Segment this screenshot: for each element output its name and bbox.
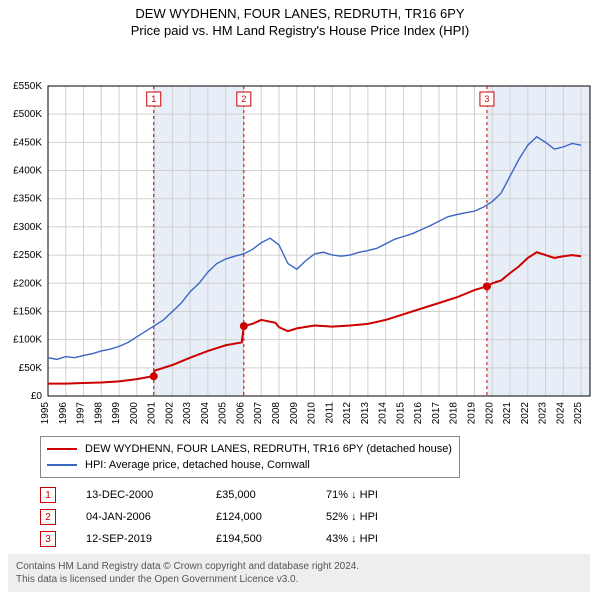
sale-date: 13-DEC-2000 <box>86 489 186 501</box>
svg-text:2010: 2010 <box>307 402 318 425</box>
svg-text:2002: 2002 <box>164 402 175 425</box>
legend-swatch <box>47 448 77 450</box>
sale-row: 2 04-JAN-2006 £124,000 52% ↓ HPI <box>40 506 590 528</box>
svg-text:2015: 2015 <box>395 402 406 425</box>
sale-price: £194,500 <box>216 533 296 545</box>
svg-text:1: 1 <box>151 94 156 104</box>
legend-label: HPI: Average price, detached house, Corn… <box>85 459 310 471</box>
svg-text:£200K: £200K <box>13 278 42 289</box>
legend: DEW WYDHENN, FOUR LANES, REDRUTH, TR16 6… <box>40 436 460 478</box>
svg-text:2016: 2016 <box>413 402 424 425</box>
svg-text:2001: 2001 <box>147 402 158 425</box>
svg-text:3: 3 <box>484 94 489 104</box>
svg-text:£350K: £350K <box>13 194 42 205</box>
svg-text:2020: 2020 <box>484 402 495 425</box>
svg-text:2009: 2009 <box>289 402 300 425</box>
svg-text:£550K: £550K <box>13 81 42 92</box>
legend-label: DEW WYDHENN, FOUR LANES, REDRUTH, TR16 6… <box>85 443 452 455</box>
sale-row: 3 12-SEP-2019 £194,500 43% ↓ HPI <box>40 528 590 550</box>
sale-marker: 3 <box>40 531 56 547</box>
footer-attribution: Contains HM Land Registry data © Crown c… <box>8 554 590 592</box>
footer-line-2: This data is licensed under the Open Gov… <box>16 573 582 586</box>
svg-text:£250K: £250K <box>13 250 42 261</box>
svg-text:£50K: £50K <box>19 363 43 374</box>
svg-text:2007: 2007 <box>253 402 264 425</box>
legend-swatch <box>47 464 77 466</box>
svg-text:2012: 2012 <box>342 402 353 425</box>
svg-text:2011: 2011 <box>324 402 335 424</box>
svg-text:1999: 1999 <box>111 402 122 425</box>
svg-text:2: 2 <box>241 94 246 104</box>
chart-area: £0 £50K £100K £150K £200K £250K £300K £350K £400… <box>0 38 600 428</box>
sale-diff: 43% ↓ HPI <box>326 533 426 545</box>
svg-text:2024: 2024 <box>555 402 566 425</box>
sale-diff: 71% ↓ HPI <box>326 489 426 501</box>
title-line-1: DEW WYDHENN, FOUR LANES, REDRUTH, TR16 6… <box>0 6 600 21</box>
svg-text:2021: 2021 <box>502 402 513 425</box>
page: DEW WYDHENN, FOUR LANES, REDRUTH, TR16 6… <box>0 0 600 592</box>
legend-item: DEW WYDHENN, FOUR LANES, REDRUTH, TR16 6… <box>47 441 453 457</box>
svg-text:2025: 2025 <box>573 402 584 425</box>
svg-text:£100K: £100K <box>13 335 42 346</box>
line-chart: £0 £50K £100K £150K £200K £250K £300K £350K £400… <box>0 38 600 428</box>
sale-row: 1 13-DEC-2000 £35,000 71% ↓ HPI <box>40 484 590 506</box>
svg-text:£500K: £500K <box>13 109 42 120</box>
svg-text:2013: 2013 <box>360 402 371 425</box>
svg-text:£0: £0 <box>31 391 43 402</box>
sale-marker: 2 <box>40 509 56 525</box>
svg-text:2018: 2018 <box>449 402 460 425</box>
svg-text:£300K: £300K <box>13 222 42 233</box>
svg-text:2022: 2022 <box>520 402 531 425</box>
sale-price: £35,000 <box>216 489 296 501</box>
sale-date: 04-JAN-2006 <box>86 511 186 523</box>
svg-text:£150K: £150K <box>13 306 42 317</box>
svg-text:2005: 2005 <box>218 402 229 425</box>
svg-text:2000: 2000 <box>129 402 140 425</box>
svg-text:2006: 2006 <box>235 402 246 425</box>
svg-text:2023: 2023 <box>538 402 549 425</box>
svg-text:2019: 2019 <box>466 402 477 425</box>
legend-item: HPI: Average price, detached house, Corn… <box>47 457 453 473</box>
title-line-2: Price paid vs. HM Land Registry's House … <box>0 23 600 38</box>
svg-text:£400K: £400K <box>13 166 42 177</box>
svg-text:2008: 2008 <box>271 402 282 425</box>
sale-marker: 1 <box>40 487 56 503</box>
svg-text:2004: 2004 <box>200 402 211 425</box>
sale-price: £124,000 <box>216 511 296 523</box>
svg-text:1997: 1997 <box>76 402 87 425</box>
chart-titles: DEW WYDHENN, FOUR LANES, REDRUTH, TR16 6… <box>0 0 600 38</box>
svg-text:2014: 2014 <box>378 402 389 425</box>
footer-line-1: Contains HM Land Registry data © Crown c… <box>16 560 582 573</box>
svg-text:2003: 2003 <box>182 402 193 425</box>
svg-text:£450K: £450K <box>13 137 42 148</box>
svg-text:2017: 2017 <box>431 402 442 425</box>
svg-text:1995: 1995 <box>40 402 51 425</box>
sale-date: 12-SEP-2019 <box>86 533 186 545</box>
sale-diff: 52% ↓ HPI <box>326 511 426 523</box>
svg-text:1996: 1996 <box>58 402 69 425</box>
sales-table: 1 13-DEC-2000 £35,000 71% ↓ HPI 2 04-JAN-2006… <box>40 484 590 550</box>
svg-text:1998: 1998 <box>93 402 104 425</box>
